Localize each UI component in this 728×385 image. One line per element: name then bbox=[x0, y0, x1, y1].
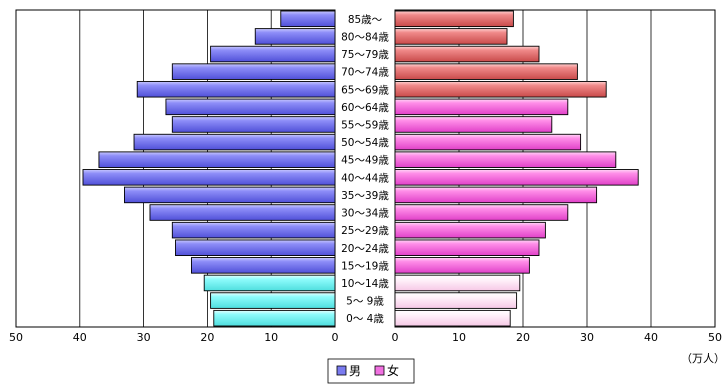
bars bbox=[82, 10, 639, 327]
bar-male bbox=[82, 169, 336, 186]
bar-male bbox=[165, 98, 336, 116]
x-tick-label: 40 bbox=[644, 331, 658, 344]
legend-swatch-female bbox=[374, 365, 385, 376]
x-tick-label: 0 bbox=[332, 331, 339, 344]
age-label: 60～64歳 bbox=[341, 102, 389, 114]
bar-male bbox=[149, 204, 336, 221]
age-label: 30～34歳 bbox=[341, 208, 389, 220]
x-tick-label: 30 bbox=[580, 331, 594, 344]
bar-male bbox=[210, 292, 336, 309]
age-label: 10～14歳 bbox=[341, 278, 389, 290]
bar-female bbox=[394, 151, 617, 168]
bar-female bbox=[394, 10, 514, 28]
x-axis: 50 40 30 20 10 0 0 10 20 30 40 50 （万人） bbox=[9, 331, 725, 365]
x-tick-label: 20 bbox=[200, 331, 214, 344]
age-label: 5～ 9歳 bbox=[346, 296, 384, 308]
age-label: 85歳～ bbox=[348, 14, 383, 26]
unit-label: （万人） bbox=[681, 352, 725, 365]
x-tick-label: 10 bbox=[452, 331, 466, 344]
age-label: 65～69歳 bbox=[341, 84, 389, 96]
bar-male bbox=[203, 274, 336, 292]
bar-male bbox=[133, 133, 336, 151]
bar-female bbox=[394, 274, 521, 292]
age-labels: 85歳～ 80～84歳 75～79歳 70～74歳 65～69歳 60～64歳 55～59歳… bbox=[341, 14, 389, 325]
bar-male bbox=[171, 221, 336, 239]
x-tick-label: 20 bbox=[516, 331, 530, 344]
legend-swatch-male bbox=[336, 365, 347, 376]
bar-female bbox=[394, 239, 540, 257]
age-label: 50～54歳 bbox=[341, 137, 389, 149]
bar-female bbox=[394, 116, 553, 133]
age-label: 0～ 4歳 bbox=[346, 313, 384, 325]
age-label: 40～44歳 bbox=[341, 172, 389, 184]
age-label: 55～59歳 bbox=[341, 119, 389, 131]
bar-male bbox=[175, 239, 336, 257]
legend-label-male: 男 bbox=[349, 364, 361, 378]
age-label: 25～29歳 bbox=[341, 225, 389, 237]
bar-female bbox=[394, 221, 546, 239]
bar-male bbox=[171, 63, 336, 80]
legend: 男女 bbox=[327, 358, 415, 384]
age-label: 75～79歳 bbox=[341, 49, 389, 61]
x-tick-label: 50 bbox=[9, 331, 23, 344]
bar-male bbox=[280, 10, 336, 28]
x-tick-label: 40 bbox=[73, 331, 87, 344]
bar-male bbox=[213, 309, 336, 327]
bar-male bbox=[124, 186, 336, 204]
legend-label-female: 女 bbox=[387, 363, 399, 378]
bar-male bbox=[254, 28, 336, 45]
bar-female bbox=[394, 309, 511, 327]
age-label: 45～49歳 bbox=[341, 155, 389, 167]
bar-female bbox=[394, 28, 508, 45]
x-tick-label: 30 bbox=[137, 331, 151, 344]
age-label: 20～24歳 bbox=[341, 243, 389, 255]
bar-male bbox=[190, 257, 336, 274]
bar-female bbox=[394, 292, 518, 309]
bar-female bbox=[394, 204, 569, 221]
bar-male bbox=[136, 80, 336, 98]
bar-female bbox=[394, 169, 639, 186]
x-tick-label: 10 bbox=[264, 331, 278, 344]
gridlines bbox=[15, 9, 716, 328]
bar-female bbox=[394, 80, 607, 98]
bar-female bbox=[394, 63, 578, 80]
bar-male bbox=[171, 116, 336, 133]
x-tick-label: 0 bbox=[392, 331, 399, 344]
bar-female bbox=[394, 98, 569, 116]
bar-female bbox=[394, 45, 540, 63]
age-label: 35～39歳 bbox=[341, 190, 389, 202]
bar-female bbox=[394, 186, 598, 204]
age-label: 80～84歳 bbox=[341, 31, 389, 43]
bar-female bbox=[394, 133, 582, 151]
bar-male bbox=[210, 45, 336, 63]
age-label: 15～19歳 bbox=[341, 260, 389, 272]
x-tick-label: 50 bbox=[708, 331, 722, 344]
age-label: 70～74歳 bbox=[341, 67, 389, 79]
bar-male bbox=[98, 151, 336, 168]
bar-female bbox=[394, 257, 530, 274]
